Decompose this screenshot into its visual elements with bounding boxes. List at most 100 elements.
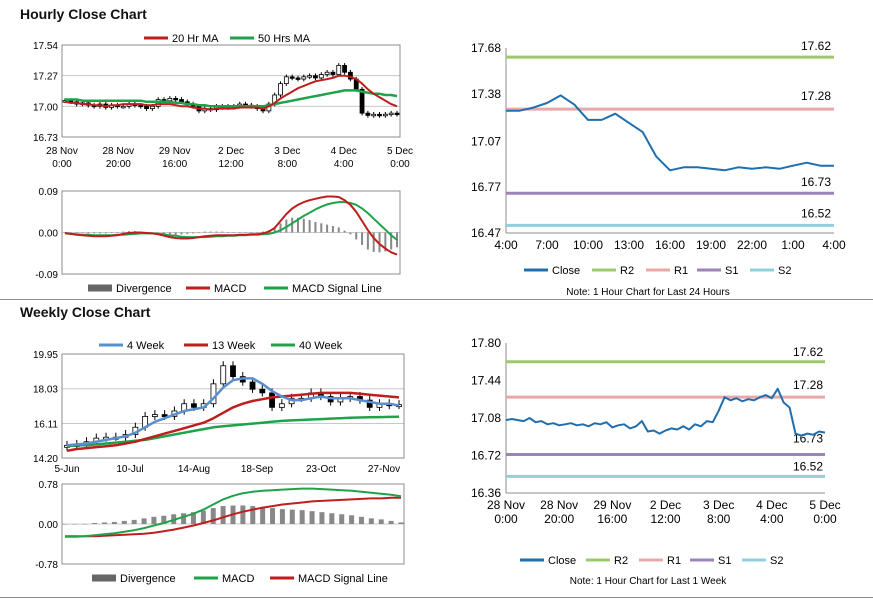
divergence-bar (161, 515, 167, 524)
divergence-bar (250, 506, 256, 524)
x-tick-label: 22:00 (737, 238, 767, 252)
candle-body (301, 76, 307, 80)
weekly-price-plot-area (61, 353, 405, 459)
divergence-bar (270, 508, 276, 524)
legend-r1: R1 (674, 265, 688, 277)
weekly-section-title: Weekly Close Chart (20, 304, 151, 320)
divergence-bar (326, 224, 329, 233)
divergence-bar (355, 232, 358, 240)
candle-body (318, 74, 324, 79)
divergence-bar (240, 505, 246, 524)
x-tick-label: 20:00 (106, 159, 131, 170)
x-tick-label: 1:00 (781, 238, 805, 252)
divergence-bar (256, 232, 259, 233)
legend-13-week: 13 Week (212, 340, 256, 352)
legend-divergence-swatch (88, 284, 112, 292)
candle-body (173, 97, 179, 101)
divergence-bar (104, 232, 107, 234)
divergence-bar (64, 232, 66, 233)
divergence-bar (62, 524, 68, 525)
candle-body (149, 105, 155, 110)
legend-r1: R1 (667, 555, 681, 567)
x-tick-label: 28 Nov (487, 498, 525, 512)
divergence-bar (358, 516, 364, 524)
divergence-bar (378, 519, 384, 524)
divergence-bar (186, 232, 189, 234)
divergence-bar (279, 509, 285, 524)
divergence-bar (319, 512, 325, 524)
divergence-bar (388, 520, 394, 524)
divergence-bar (174, 232, 177, 235)
ma-50-line (65, 89, 398, 108)
level-label-r1: 17.28 (801, 89, 831, 103)
level-label-r2: 17.62 (793, 345, 823, 359)
divergence-bar (82, 524, 88, 525)
divergence-bar (378, 232, 381, 253)
divergence-bar (69, 232, 72, 233)
divergence-bar (141, 518, 147, 524)
x-tick-label: 5 Dec (387, 146, 413, 157)
x-tick-label: 16:00 (162, 159, 187, 170)
candle-body (161, 414, 168, 417)
candle-body (307, 75, 313, 78)
x-tick-label: 18-Sep (241, 464, 274, 475)
y-tick-label: 17.00 (33, 102, 58, 113)
x-tick-label: 4:00 (822, 238, 846, 252)
x-tick-label: 8:00 (707, 512, 731, 526)
legend-divergence-swatch (92, 574, 116, 582)
x-tick-label: 10-Jul (116, 464, 143, 475)
x-tick-label: 4 Dec (331, 146, 357, 157)
divergence-bar (329, 513, 335, 524)
x-tick-label: 29 Nov (159, 146, 191, 157)
divergence-bar (151, 516, 157, 524)
y-tick-label: -0.09 (35, 270, 58, 281)
x-tick-label: 4:00 (760, 512, 784, 526)
x-tick-label: 16:00 (597, 512, 627, 526)
legend-r2: R2 (614, 555, 628, 567)
x-tick-label: 0:00 (390, 159, 410, 170)
x-tick-label: 4:00 (334, 159, 354, 170)
divergence-bar (122, 231, 125, 233)
macd-line (65, 487, 402, 538)
y-tick-label: 17.08 (471, 411, 501, 425)
legend-ma-50: 50 Hrs MA (258, 33, 311, 45)
candle-body (342, 65, 347, 73)
divergence-bar (314, 221, 317, 233)
x-tick-label: 10:00 (573, 238, 603, 252)
x-tick-label: 28 Nov (540, 498, 578, 512)
candle-body (371, 113, 377, 117)
candle-body (388, 112, 394, 116)
x-tick-label: 14-Aug (178, 464, 210, 475)
legend-s2: S2 (770, 555, 783, 567)
candle-body (179, 99, 184, 103)
divergence-bar (102, 522, 108, 524)
candle-body (283, 76, 289, 85)
hourly-price-plot-area (61, 44, 401, 138)
y-tick-label: 17.68 (471, 41, 501, 55)
divergence-bar (349, 515, 355, 524)
legend-r2: R2 (620, 265, 634, 277)
divergence-bar (209, 231, 212, 233)
candle-body (230, 365, 236, 378)
ma-40-week-line (66, 415, 400, 448)
level-label-s2: 16.52 (801, 206, 831, 220)
divergence-bar (203, 231, 206, 233)
y-tick-label: 16.36 (471, 486, 501, 500)
ma-13-week-line (66, 391, 400, 453)
y-tick-label: 17.80 (471, 336, 501, 350)
candle-body (167, 97, 173, 102)
x-tick-label: 4 Dec (756, 498, 787, 512)
divergence-bar (384, 232, 387, 252)
x-tick-label: 0:00 (813, 512, 837, 526)
x-tick-label: 12:00 (650, 512, 680, 526)
divergence-bar (390, 232, 393, 250)
candle-body (394, 112, 400, 116)
y-tick-label: 17.07 (471, 134, 501, 148)
legend-close: Close (548, 555, 576, 567)
candle-body (278, 83, 283, 96)
level-label-s2: 16.52 (793, 459, 823, 473)
divergence-bar (244, 232, 247, 233)
x-tick-label: 5-Jun (54, 464, 79, 475)
divergence-bar (192, 232, 195, 234)
